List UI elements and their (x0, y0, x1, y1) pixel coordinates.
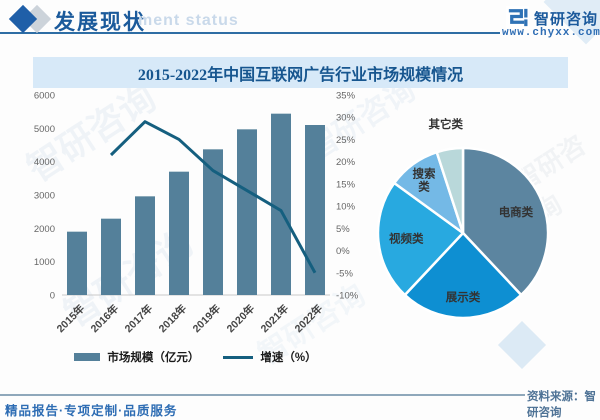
x-axis-label: 2018年 (156, 302, 189, 335)
pie-label-搜索类: 搜索类 (413, 166, 436, 193)
right-axis-tick: 10% (336, 202, 356, 213)
legend-item-market-size: 市场规模（亿元） (74, 349, 199, 365)
pie-label-其它类: 其它类 (428, 117, 463, 131)
bar-swatch-icon (74, 353, 101, 361)
x-axis-label: 2017年 (122, 302, 155, 335)
bar-2016年 (101, 218, 121, 295)
section-title-ghost-watermark: ment status (138, 12, 239, 29)
x-axis-label: 2019年 (190, 302, 223, 335)
left-axis-tick: 3000 (34, 191, 55, 202)
chart-title: 2015-2022年中国互联网广告行业市场规模情况 (137, 66, 464, 84)
legend-label: 市场规模（亿元） (107, 352, 200, 364)
left-axis-tick: 5000 (34, 124, 55, 135)
footer-diamond-decoration (497, 320, 547, 370)
footer-divider (0, 394, 525, 396)
right-axis-tick: -5% (336, 268, 353, 279)
legend-label: 增速（%） (260, 352, 317, 364)
bar-2020年 (237, 129, 257, 295)
bar-2021年 (271, 113, 291, 296)
zhiyan-logo-icon (506, 6, 529, 29)
right-axis-tick: 25% (336, 135, 356, 146)
right-axis-tick: 35% (336, 91, 356, 102)
right-axis-tick: 20% (336, 157, 356, 168)
data-source: 资料来源：智研咨询 (527, 391, 596, 419)
right-axis-tick: 30% (336, 113, 356, 124)
x-axis-label: 2016年 (88, 302, 121, 335)
left-axis-tick: 1000 (34, 257, 55, 268)
right-axis-tick: 5% (336, 224, 350, 235)
x-axis-label: 2020年 (224, 302, 257, 335)
footer-tagline: 精品报告·专项定制·品质服务 (5, 404, 178, 418)
section-title: 发展现状 (54, 11, 146, 34)
right-axis-tick: 15% (336, 179, 356, 190)
left-axis-tick: 0 (50, 291, 55, 302)
bar-2017年 (135, 196, 155, 295)
pie-slice-展示类 (403, 231, 523, 320)
right-axis-tick: -10% (336, 291, 359, 302)
growth-line (109, 120, 317, 274)
pie-label-电商类: 电商类 (499, 205, 534, 219)
brand-url-link[interactable]: www.chyxx.com (502, 27, 600, 39)
bar-2015年 (67, 231, 87, 295)
x-axis-label: 2015年 (54, 302, 87, 335)
pie-slice-视频类 (376, 181, 465, 297)
chart-title-band: 2015-2022年中国互联网广告行业市场规模情况 (33, 57, 568, 88)
header-divider (0, 32, 500, 34)
bar-2018年 (169, 171, 189, 295)
pie-slice-其它类 (435, 146, 465, 235)
brand-name: 智研咨询 (534, 11, 599, 28)
legend-item-growth: 增速（%） (223, 349, 317, 365)
left-axis-tick: 4000 (34, 157, 55, 168)
x-axis-label: 2022年 (292, 302, 325, 335)
bar-2022年 (305, 125, 325, 295)
left-axis-tick: 2000 (34, 224, 55, 235)
bar-2019年 (203, 149, 223, 295)
pie-label-展示类: 展示类 (445, 290, 481, 304)
line-swatch-icon (223, 355, 254, 359)
pie-slice-电商类 (461, 146, 550, 297)
left-axis-tick: 6000 (34, 91, 55, 102)
bar-line-chart: 0 1000 2000 3000 4000 5000 6000 -10% -5% 0% 5% 10% 1… (34, 91, 359, 336)
right-axis-tick: 0% (336, 246, 350, 257)
pie-label-视频类: 视频类 (389, 231, 424, 245)
chart-legend: 市场规模（亿元） 增速（%） (28, 349, 363, 365)
x-axis-label: 2021年 (258, 302, 291, 335)
